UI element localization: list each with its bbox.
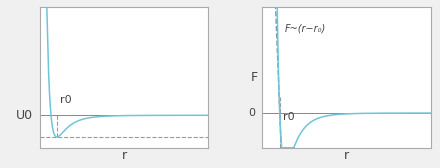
Text: F~(r−r₀): F~(r−r₀) <box>285 24 326 34</box>
Y-axis label: F: F <box>250 71 258 84</box>
X-axis label: r: r <box>121 149 127 162</box>
X-axis label: r: r <box>344 149 349 162</box>
Text: r0: r0 <box>283 112 295 122</box>
Text: r0: r0 <box>60 95 72 105</box>
Text: U0: U0 <box>16 109 33 122</box>
Text: 0: 0 <box>249 108 256 118</box>
